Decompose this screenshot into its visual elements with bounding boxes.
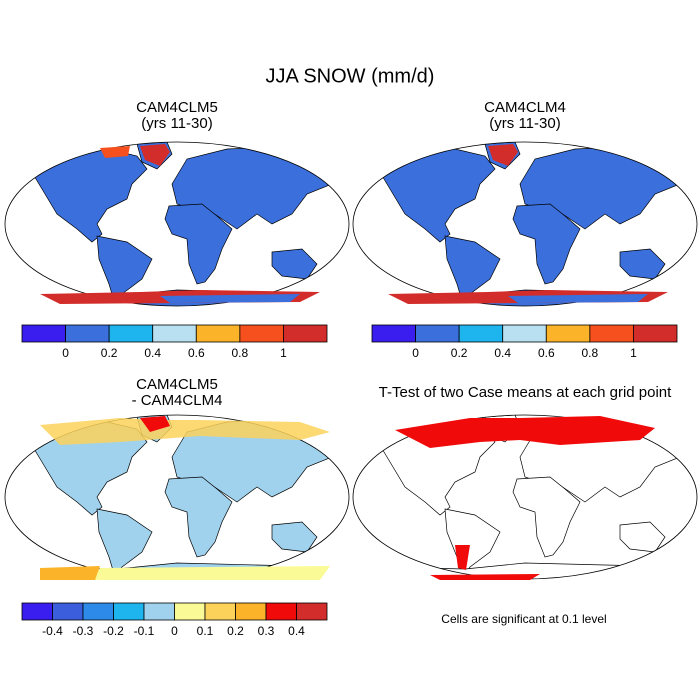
colorbar-box [265,602,297,621]
colorbar-box [21,324,66,343]
colorbar-box [82,602,114,621]
map-overlay [395,416,655,580]
colorbar-label: 0.3 [258,624,275,638]
colorbar-label: 0.2 [101,346,118,360]
colorbar-label: -0.2 [103,624,124,638]
colorbar-label: 0 [171,624,178,638]
colorbar-label: 0 [62,346,69,360]
panel-title: CAM4CLM4 [484,99,566,116]
map-overlay [40,416,330,580]
colorbar-box [283,324,328,343]
colorbar-label: 0.2 [451,346,468,360]
map [353,142,697,314]
colorbar-label: 1 [280,346,287,360]
colorbar-label: 0.6 [188,346,205,360]
colorbar-box [108,324,154,343]
colorbar-box [415,324,460,343]
colorbar-label: 0.4 [144,346,161,360]
colorbar-box [52,602,84,621]
panel-subtitle: (yrs 11-30) [489,115,560,132]
colorbar-box [296,602,328,621]
colorbar-label: 0.1 [197,624,214,638]
panel-subtitle: (yrs 11-30) [141,115,212,132]
panel-subtitle: - CAM4CLM4 [132,392,223,409]
colorbar-label: -0.3 [73,624,94,638]
colorbar-box [113,602,145,621]
colorbar-box [65,324,110,343]
map-overlay [40,144,320,304]
colorbar-label: 0 [412,346,419,360]
colorbar-box [502,324,547,343]
colorbar-box [204,602,236,621]
colorbar-box [545,324,591,343]
colorbar-box [371,324,416,343]
colorbar-box [589,324,634,343]
colorbar-box [152,324,197,343]
colorbar-label: 0.8 [232,346,249,360]
colorbar-box [235,602,267,621]
colorbar-label: 0.4 [494,346,511,360]
colorbar-box [458,324,504,343]
colorbar-label: 0.4 [288,624,305,638]
colorbar-box [633,324,678,343]
map [353,415,697,587]
panel-title: T-Test of two Case means at each grid po… [379,384,672,401]
colorbar-box [239,324,284,343]
colorbar-box [143,602,175,621]
panel-title: CAM4CLM5 [136,99,218,116]
colorbars: 0 0.2 0.4 0.6 0.8 1 0 0.2 0.4 0.6 0.8 1 -0.4 -0.3 -0.2… [21,324,678,638]
colorbar-label: -0.1 [134,624,155,638]
colorbar-label: 0.6 [538,346,555,360]
map-overlay [388,144,668,304]
colorbar-label: 1 [630,346,637,360]
colorbar-label: -0.4 [42,624,63,638]
note: Cells are significant at 0.1 level [441,612,606,626]
colorbar-label: 0.8 [582,346,599,360]
figure-title: JJA SNOW (mm/d) [266,65,435,87]
colorbar-box [174,602,206,621]
map [5,142,349,314]
panel-title: CAM4CLM5 [136,376,218,393]
colorbar-box [195,324,241,343]
colorbar-label: 0.2 [227,624,244,638]
colorbar-box [21,602,53,621]
